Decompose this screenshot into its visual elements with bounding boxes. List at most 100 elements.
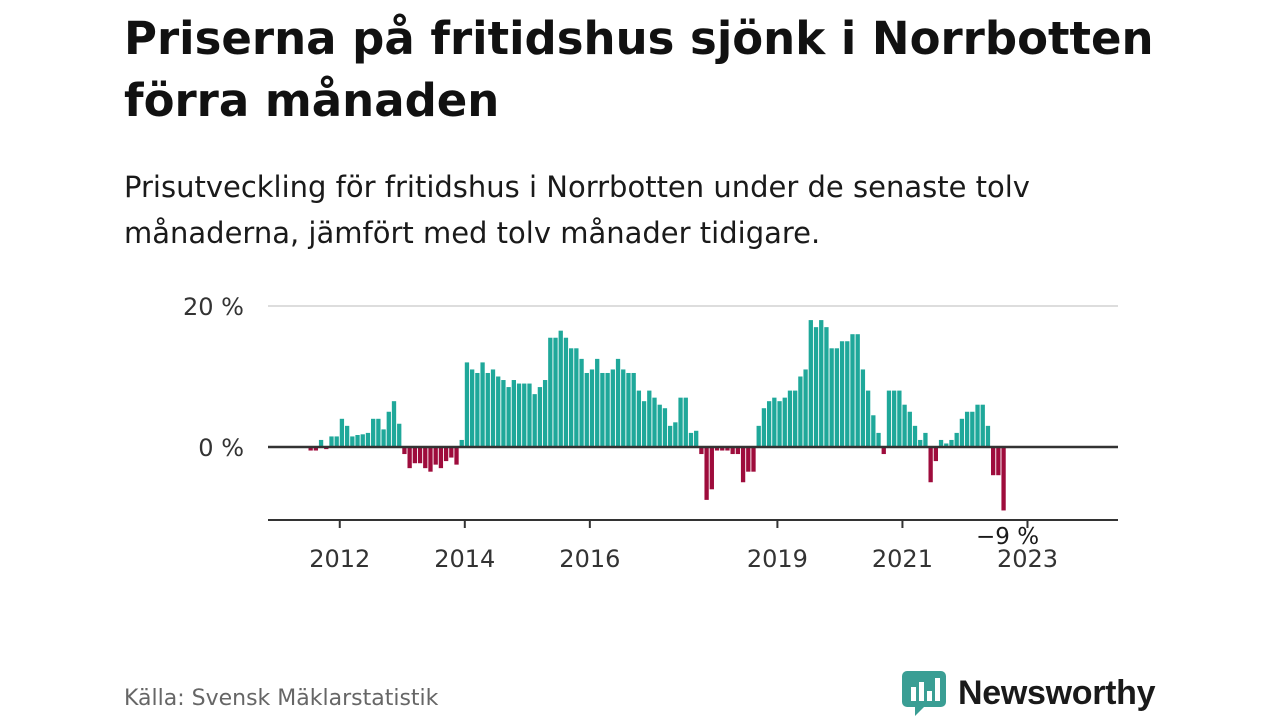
source-note: Källa: Svensk Mäklarstatistik	[124, 686, 439, 711]
bar	[313, 447, 319, 451]
bar	[876, 432, 881, 447]
chart-title: Priserna på fritidshus sjönk i Norrbotte…	[124, 12, 1154, 127]
bar	[428, 447, 433, 472]
bar	[813, 327, 819, 447]
bar	[777, 401, 782, 447]
bar	[772, 397, 777, 447]
x-tick-label: 2021	[872, 545, 933, 573]
bar	[641, 401, 647, 447]
x-tick-label: 2016	[559, 545, 620, 573]
bar	[756, 425, 761, 447]
bar	[391, 401, 397, 447]
bar	[569, 348, 574, 447]
bar	[511, 380, 516, 447]
bar	[694, 430, 699, 447]
bar	[928, 447, 933, 483]
bar	[699, 447, 704, 455]
bar	[829, 348, 834, 447]
bar	[678, 397, 683, 447]
bar	[871, 415, 876, 447]
bar	[787, 390, 793, 447]
bar	[709, 447, 714, 490]
x-tick-label: 2012	[309, 545, 370, 573]
bar	[480, 362, 485, 447]
bar	[636, 390, 642, 447]
bar	[542, 380, 548, 447]
bar	[475, 372, 480, 447]
bar	[766, 401, 772, 447]
bar	[631, 372, 636, 447]
bar	[334, 436, 339, 447]
y-tick-label: 20 %	[183, 293, 244, 321]
bar	[360, 434, 365, 447]
bar	[740, 447, 746, 483]
bar	[944, 443, 949, 447]
bar	[522, 383, 527, 447]
bar	[365, 432, 371, 447]
newsworthy-logo-icon	[902, 671, 946, 716]
bar	[793, 390, 798, 447]
bar	[782, 397, 787, 447]
bar	[584, 372, 589, 447]
bar	[501, 380, 506, 447]
bar	[704, 447, 709, 500]
bar	[443, 447, 449, 462]
x-tick-label: 2014	[434, 545, 495, 573]
bar	[902, 404, 907, 447]
bar	[662, 408, 668, 447]
bar	[845, 341, 850, 447]
y-tick-label: 0 %	[198, 434, 244, 462]
bar	[532, 394, 537, 448]
bar	[548, 337, 553, 447]
bar	[459, 439, 464, 447]
bar	[558, 330, 563, 447]
bar	[881, 447, 886, 455]
bar	[407, 447, 412, 469]
bar	[673, 422, 678, 447]
bar	[589, 369, 595, 447]
bar	[485, 372, 490, 447]
bar	[595, 358, 600, 448]
bar	[923, 432, 928, 447]
bar	[688, 432, 694, 447]
bar	[746, 447, 751, 472]
bar	[563, 337, 569, 447]
bar	[464, 362, 470, 447]
bar	[376, 418, 381, 447]
bar	[938, 439, 944, 447]
bar	[720, 447, 725, 451]
bar	[574, 348, 579, 447]
bar	[860, 369, 866, 447]
bar	[417, 447, 423, 464]
bar	[527, 383, 532, 447]
bar	[402, 447, 407, 455]
bar	[537, 387, 543, 447]
bar	[667, 425, 673, 447]
bar	[1001, 447, 1006, 511]
bar	[371, 418, 376, 447]
bar	[355, 435, 360, 447]
bar	[855, 334, 860, 447]
bar	[433, 447, 438, 465]
bar	[339, 418, 345, 447]
bar	[386, 411, 391, 447]
bar	[985, 425, 991, 447]
bar	[381, 429, 386, 448]
bar	[751, 447, 756, 472]
bar	[438, 447, 444, 469]
bar	[318, 439, 324, 447]
brand-logo[interactable]: Newsworthy	[902, 668, 1156, 718]
bar	[397, 423, 402, 447]
bar	[490, 369, 496, 447]
bar	[839, 341, 845, 447]
bar	[918, 439, 923, 447]
bar	[652, 397, 657, 447]
bar	[350, 436, 355, 447]
bar	[412, 447, 417, 464]
bar	[761, 408, 767, 447]
bar	[605, 372, 610, 447]
bar	[615, 358, 621, 448]
bar	[506, 387, 511, 447]
bar	[683, 397, 688, 447]
bar	[949, 439, 954, 447]
